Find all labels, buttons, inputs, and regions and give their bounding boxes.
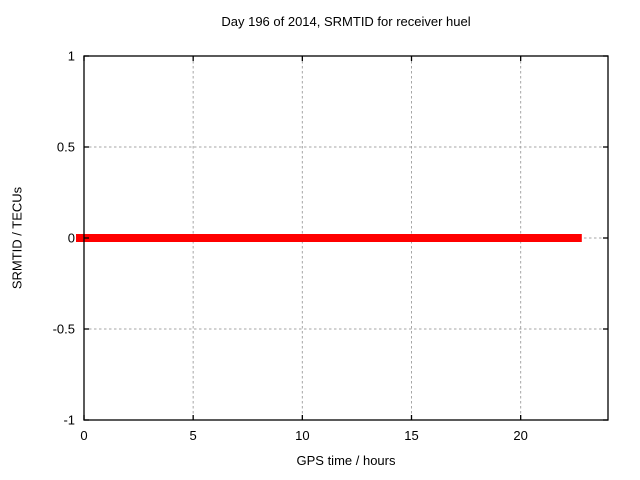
x-tick-label-0: 0 (80, 428, 87, 443)
x-axis-label: GPS time / hours (296, 453, 396, 468)
y-tick-label--1: -1 (63, 413, 75, 428)
y-tick-label-0: 0 (68, 231, 75, 246)
y-tick-label--0.5: -0.5 (53, 322, 75, 337)
x-tick-label-15: 15 (404, 428, 418, 443)
x-tick-label-5: 5 (190, 428, 197, 443)
x-tick-label-20: 20 (513, 428, 527, 443)
x-tick-label-10: 10 (295, 428, 309, 443)
y-tick-label-1: 1 (68, 49, 75, 64)
y-tick-label-0.5: 0.5 (57, 140, 75, 155)
chart-title: Day 196 of 2014, SRMTID for receiver hue… (221, 14, 471, 29)
